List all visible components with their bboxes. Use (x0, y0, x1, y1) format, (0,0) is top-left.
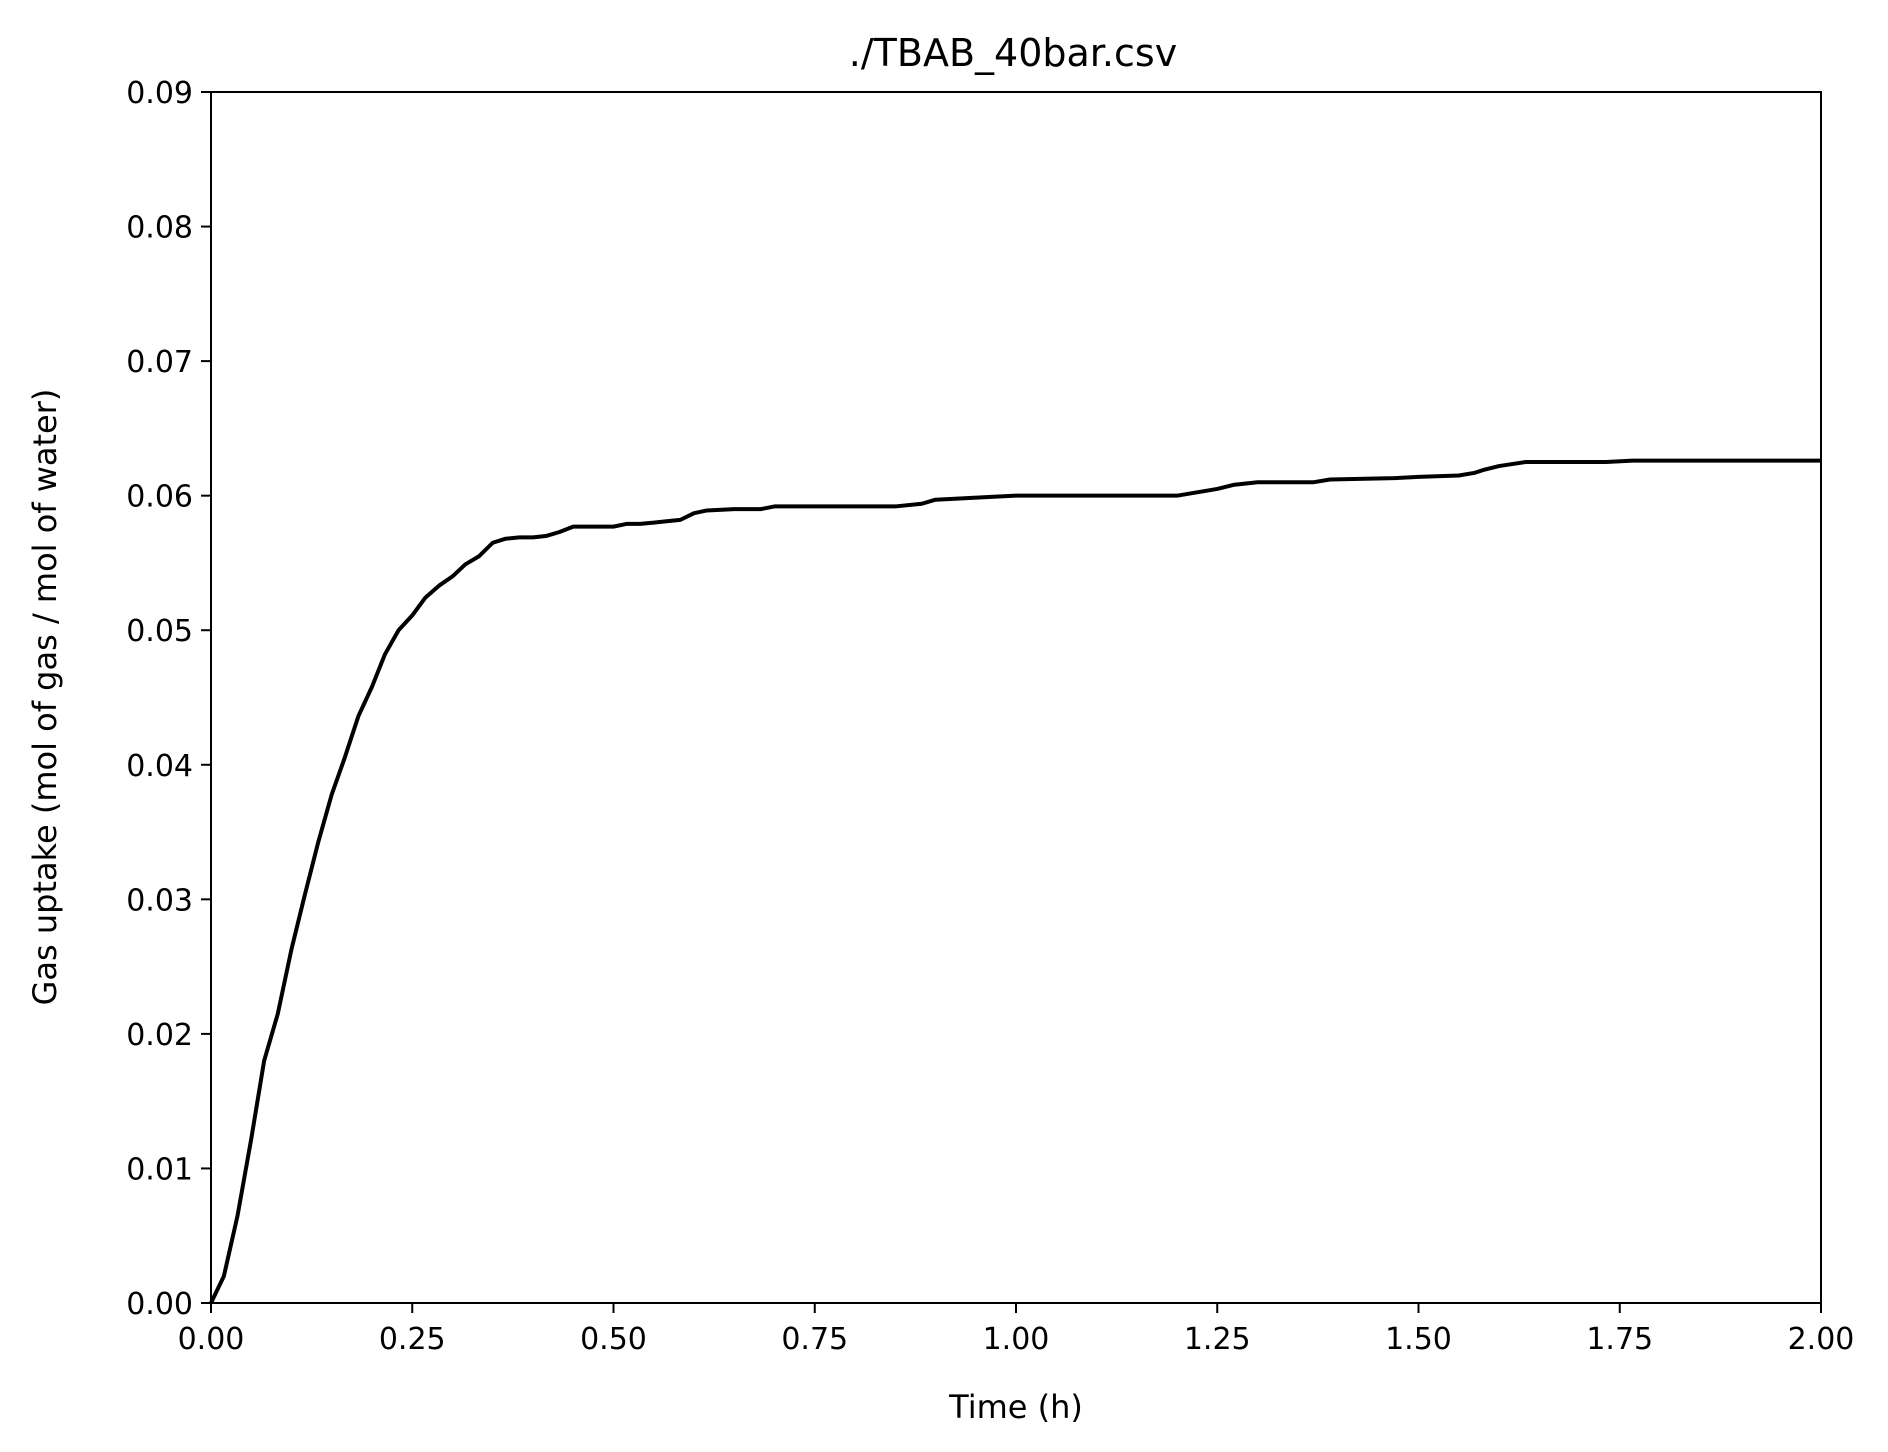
series-line-gas-uptake (209, 458, 1821, 1304)
y-tick-label-8: 0.08 (126, 211, 193, 246)
x-axis-ticks: 0.00 0.25 0.50 0.75 1.00 1.25 1.50 1.75 2.00 (178, 1303, 1855, 1357)
y-tick-label-9: 0.09 (126, 76, 193, 111)
plot-frame (210, 91, 1822, 1304)
y-axis-ticks: 0.00 0.01 0.02 0.03 0.04 0.05 0.06 0.07 0.08 0.09 (126, 76, 211, 1322)
x-axis-label: Time (h) (948, 1388, 1083, 1426)
x-tick-label-3: 0.75 (781, 1322, 848, 1357)
y-tick-label-5: 0.05 (126, 614, 193, 649)
y-axis-label: Gas uptake (mol of gas / mol of water) (26, 389, 64, 1006)
y-tick-label-7: 0.07 (126, 345, 193, 380)
x-tick-label-1: 0.25 (379, 1322, 446, 1357)
x-tick-label-6: 1.50 (1385, 1322, 1452, 1357)
x-tick-label-7: 1.75 (1586, 1322, 1653, 1357)
y-tick-label-3: 0.03 (126, 883, 193, 918)
x-tick-label-8: 2.00 (1788, 1322, 1855, 1357)
y-tick-label-1: 0.01 (126, 1152, 193, 1187)
y-tick-label-4: 0.04 (126, 749, 193, 784)
x-tick-label-4: 1.00 (983, 1322, 1050, 1357)
x-tick-label-0: 0.00 (178, 1322, 245, 1357)
y-tick-label-6: 0.06 (126, 480, 193, 515)
y-tick-label-2: 0.02 (126, 1018, 193, 1053)
plot-area (209, 91, 1822, 1304)
x-tick-label-2: 0.50 (580, 1322, 647, 1357)
x-tick-label-5: 1.25 (1184, 1322, 1251, 1357)
y-tick-label-0: 0.00 (126, 1287, 193, 1322)
chart-title: ./TBAB_40bar.csv (849, 31, 1177, 75)
